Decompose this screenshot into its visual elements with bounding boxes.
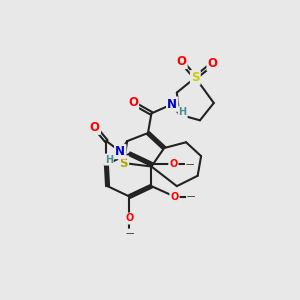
Text: O: O	[128, 97, 138, 110]
Text: O: O	[90, 121, 100, 134]
Text: —: —	[125, 229, 134, 238]
Text: S: S	[119, 157, 128, 169]
Text: N: N	[167, 98, 177, 111]
Text: O: O	[169, 159, 178, 169]
Text: O: O	[176, 55, 187, 68]
Text: —: —	[185, 160, 194, 169]
Text: —: —	[187, 192, 195, 201]
Text: O: O	[170, 191, 179, 202]
Text: N: N	[115, 145, 125, 158]
Text: S: S	[191, 71, 200, 84]
Text: O: O	[208, 57, 218, 70]
Text: O: O	[125, 214, 134, 224]
Text: H: H	[105, 154, 113, 165]
Text: H: H	[178, 107, 187, 117]
